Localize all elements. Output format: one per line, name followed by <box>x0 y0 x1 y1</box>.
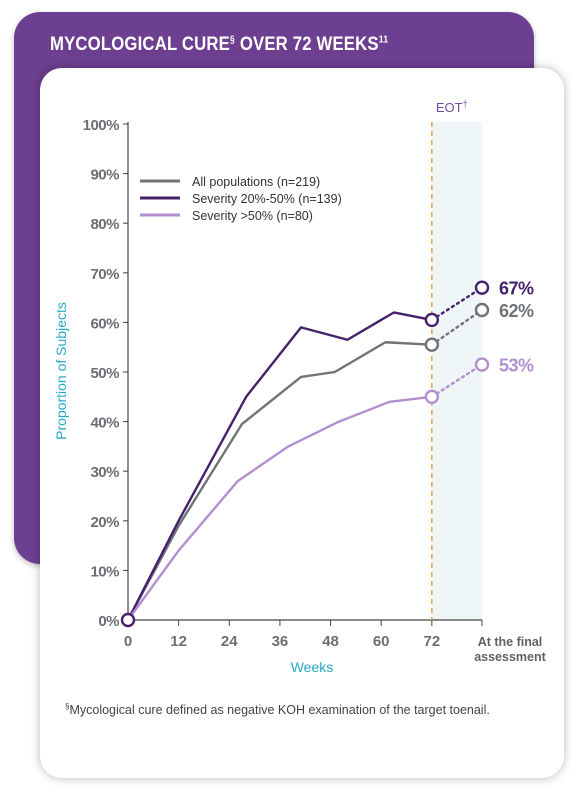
chart-title: MYCOLOGICAL CURE§ OVER 72 WEEKS11 <box>50 34 389 55</box>
series-dotted-1 <box>430 286 484 322</box>
x-axis-title: Weeks <box>291 659 334 675</box>
footnote: §Mycological cure defined as negative KO… <box>65 702 490 718</box>
series-final-point-0 <box>474 302 490 318</box>
x-tick-label: 0 <box>124 633 132 650</box>
series-final-point-2 <box>474 357 490 372</box>
x-tick-label: 72 <box>423 633 440 650</box>
x-tick-label: 48 <box>322 633 339 650</box>
series-line-0 <box>126 341 432 621</box>
y-tick-label: 100% <box>83 117 120 134</box>
y-tick-label: 30% <box>90 464 119 481</box>
x-final-label: At the final <box>478 635 543 649</box>
series-final-label-2: 53% <box>499 356 534 376</box>
series-final-label-0: 62% <box>499 301 534 321</box>
x-tick-label: 12 <box>170 633 187 650</box>
y-tick-label: 0% <box>98 613 119 630</box>
x-tick-label: 24 <box>221 633 238 650</box>
series-eot-point-2 <box>424 389 440 404</box>
legend-label-1: Severity 20%-50% (n=139) <box>192 192 342 206</box>
series-line-1 <box>126 311 433 621</box>
x-final-label: assessment <box>474 650 546 664</box>
eot-band <box>431 122 482 620</box>
y-tick-label: 50% <box>90 365 119 382</box>
series-final-label-1: 67% <box>499 279 534 299</box>
series-eot-point-1 <box>424 312 440 328</box>
y-tick-label: 10% <box>90 563 119 580</box>
y-tick-label: 20% <box>90 514 119 531</box>
x-tick-label: 36 <box>272 633 289 650</box>
y-axis-title: Proportion of Subjects <box>53 302 69 440</box>
series-final-point-1 <box>474 280 490 295</box>
series-line-2 <box>127 395 432 621</box>
eot-label: EOT† <box>436 99 468 115</box>
y-tick-label: 80% <box>90 216 119 233</box>
series-dotted-0 <box>430 308 484 346</box>
x-tick-label: 60 <box>373 633 390 650</box>
legend-label-0: All populations (n=219) <box>192 175 320 189</box>
y-tick-label: 60% <box>90 315 119 332</box>
y-tick-label: 90% <box>90 167 119 184</box>
y-tick-label: 40% <box>90 415 119 432</box>
series-dotted-2 <box>430 363 484 398</box>
y-tick-label: 70% <box>90 266 119 283</box>
origin-point <box>120 612 136 628</box>
series-eot-point-0 <box>424 337 440 352</box>
legend-label-2: Severity >50% (n=80) <box>192 209 313 223</box>
